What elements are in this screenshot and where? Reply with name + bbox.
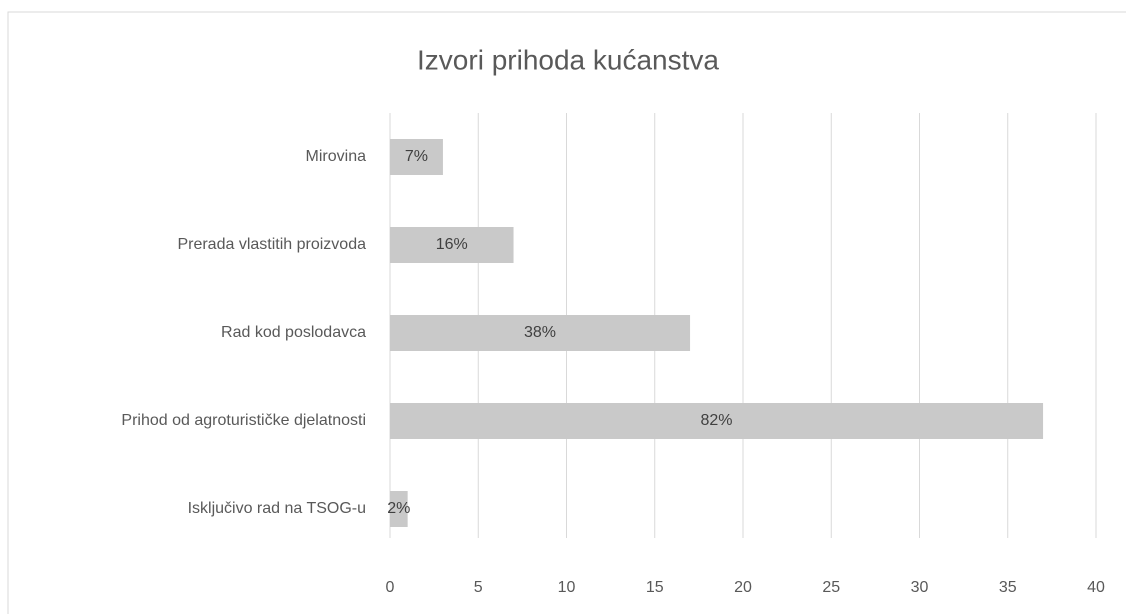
x-tick-label: 15: [646, 579, 664, 596]
chart-border: [7, 11, 1126, 614]
data-label: 16%: [436, 236, 468, 253]
y-tick-label: Prihod od agroturističke djelatnosti: [121, 412, 366, 429]
x-tick-label: 30: [911, 579, 929, 596]
x-tick-label: 0: [386, 579, 395, 596]
data-label: 2%: [387, 500, 410, 517]
data-label: 38%: [524, 324, 556, 341]
x-tick-label: 20: [734, 579, 752, 596]
bar: [390, 403, 1044, 439]
x-tick-label: 5: [474, 579, 483, 596]
bar: [390, 139, 443, 175]
bar: [390, 315, 691, 351]
x-tick-label: 40: [1087, 579, 1105, 596]
y-tick-label: Isključivo rad na TSOG-u: [188, 500, 366, 517]
y-tick-label: Mirovina: [306, 148, 367, 165]
data-label: 7%: [405, 148, 428, 165]
x-tick-label: 10: [558, 579, 576, 596]
y-tick-label: Rad kod poslodavca: [221, 324, 366, 341]
x-tick-label: 35: [999, 579, 1017, 596]
data-label: 82%: [701, 412, 733, 429]
x-tick-label: 25: [822, 579, 840, 596]
y-tick-label: Prerada vlastitih proizvoda: [177, 236, 366, 253]
chart-title: Izvori prihoda kućanstva: [417, 44, 719, 75]
bar: [390, 491, 408, 527]
bar: [390, 227, 514, 263]
